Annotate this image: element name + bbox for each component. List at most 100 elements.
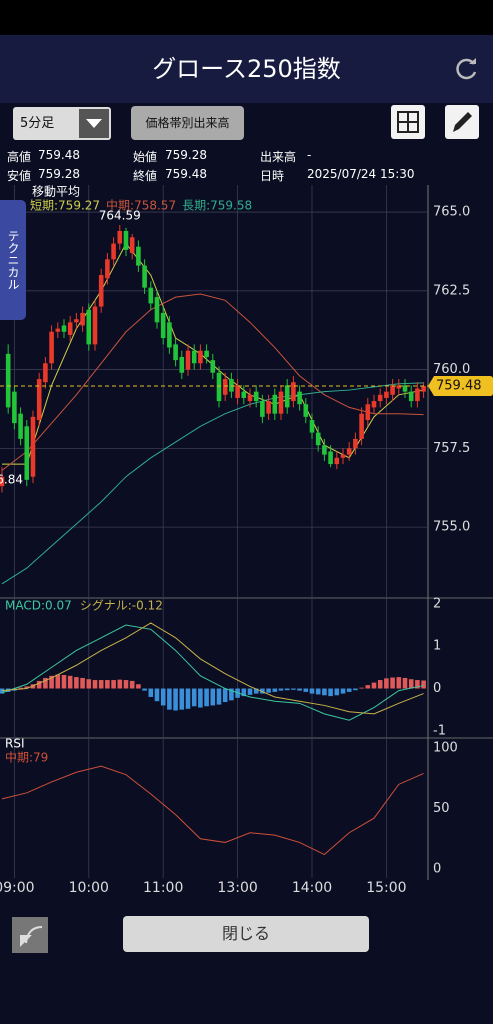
candle-body (12, 391, 17, 424)
histogram-bar (55, 674, 61, 689)
y-tick-label: 765.0 (433, 205, 470, 220)
candle-body (415, 388, 420, 402)
histogram-bar (24, 686, 30, 689)
histogram-bar (136, 684, 141, 689)
x-tick-label: 14:00 (292, 880, 332, 896)
indicator-line (1, 622, 424, 715)
candle-body (284, 385, 290, 408)
histogram-bar (408, 679, 414, 689)
candle-body (390, 385, 395, 395)
candle-body (334, 457, 340, 465)
info-label: 安値 (7, 169, 32, 183)
histogram-bar (253, 688, 259, 694)
candle-body (396, 385, 402, 389)
histogram-bar (216, 688, 222, 705)
histogram-bar (80, 677, 85, 689)
indicator-line (1, 382, 424, 585)
candle-body (160, 312, 166, 339)
candle-body (204, 350, 209, 357)
histogram-bar (67, 675, 73, 689)
histogram-bar (315, 688, 321, 695)
histogram-bar (204, 688, 209, 707)
candle-body (371, 401, 377, 408)
candle-body (74, 319, 79, 323)
technical-tab[interactable]: テクニカル (0, 200, 26, 320)
histogram-bar (154, 688, 160, 702)
info-value: - (307, 148, 312, 162)
candle-body (179, 356, 185, 373)
legend-entry: 長期:759.58 (182, 199, 252, 213)
histogram-bar (86, 679, 92, 689)
histogram-bar (222, 688, 228, 703)
y-tick-label: 0 (433, 681, 441, 696)
rotate-icon[interactable] (12, 917, 48, 953)
histogram-bar (371, 682, 377, 689)
period-label: 5分足 (20, 116, 55, 131)
candle-body (185, 350, 191, 370)
refresh-icon[interactable] (454, 56, 480, 82)
candle-body (98, 275, 104, 307)
candle-body (247, 394, 253, 402)
candle-body (142, 265, 147, 288)
histogram-bar (297, 688, 302, 691)
histogram-bar (241, 688, 247, 697)
header-bar (0, 35, 493, 103)
histogram-bar (421, 680, 426, 689)
candle-body (105, 259, 110, 279)
candle-body (365, 404, 371, 420)
histogram-bar (185, 688, 191, 709)
candle-body (408, 391, 414, 402)
histogram-bar (61, 674, 67, 689)
histogram-bar (111, 680, 116, 689)
period-dropdown[interactable]: 5分足 (13, 107, 111, 140)
layout-button[interactable] (391, 105, 425, 139)
close-button[interactable]: 閉じる (123, 916, 369, 952)
candle-body (328, 451, 333, 465)
info-value: 759.28 (165, 148, 207, 162)
candle-body (136, 246, 141, 266)
histogram-bar (179, 688, 185, 710)
candle-body (216, 372, 222, 402)
candle-body (235, 385, 240, 398)
x-tick-label: 09:00 (0, 880, 35, 896)
draw-button[interactable] (445, 105, 479, 139)
candle-body (43, 363, 48, 383)
histogram-bar (92, 680, 98, 689)
histogram-bar (160, 688, 166, 706)
histogram-bar (340, 688, 346, 694)
histogram-bar (384, 678, 389, 689)
candle-body (377, 394, 383, 402)
status-bar (0, 0, 493, 35)
y-tick-label: 1 (433, 639, 441, 654)
volume-profile-button[interactable]: 価格帯別出来高 (131, 106, 244, 140)
candle-body (0, 476, 5, 487)
candle-body (24, 426, 30, 480)
indicator-title: 移動平均 (32, 185, 80, 199)
y-tick-label: 762.5 (433, 283, 470, 298)
candle-body (278, 391, 284, 414)
candle-body (148, 287, 154, 304)
candle-body (80, 312, 85, 326)
histogram-bar (198, 688, 203, 708)
x-tick-label: 11:00 (143, 880, 183, 896)
candle-body (297, 391, 302, 405)
histogram-bar (284, 688, 290, 691)
candle-body (210, 360, 216, 373)
candle-body (322, 445, 327, 455)
histogram-bar (98, 680, 104, 689)
candle-body (117, 230, 123, 244)
candle-body (309, 419, 315, 433)
indicator-title: RSI (5, 737, 25, 751)
candle-body (173, 344, 178, 361)
x-tick-label: 13:00 (217, 880, 257, 896)
info-label: 出来高 (260, 150, 297, 164)
histogram-bar (291, 688, 296, 690)
candle-body (359, 413, 364, 439)
candle-body (260, 401, 265, 417)
candle-body (229, 379, 234, 392)
candle-body (266, 401, 271, 414)
info-value: 2025/07/24 15:30 (307, 167, 415, 181)
histogram-bar (415, 680, 420, 689)
candle-body (402, 385, 408, 392)
y-tick-label: 0 (433, 862, 441, 877)
